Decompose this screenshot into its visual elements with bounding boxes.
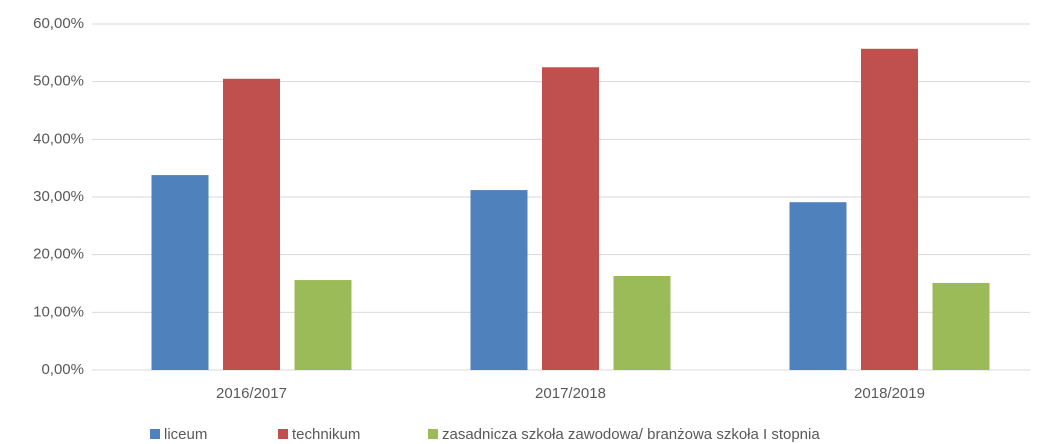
bar: [613, 276, 671, 370]
bar: [542, 67, 599, 370]
legend-label: liceum: [164, 426, 207, 443]
y-tick-label: 50,00%: [33, 73, 84, 90]
y-tick-label: 10,00%: [33, 303, 84, 320]
y-tick-label: 20,00%: [33, 246, 84, 263]
legend-swatch: [278, 429, 288, 439]
x-tick-label: 2018/2019: [854, 385, 925, 402]
legend-label: zasadnicza szkoła zawodowa/ branżowa szk…: [442, 426, 820, 443]
legend-label: technikum: [292, 426, 360, 443]
bar: [789, 202, 847, 370]
y-tick-label: 40,00%: [33, 130, 84, 147]
legend-swatch: [150, 429, 160, 439]
bar: [151, 175, 209, 370]
y-tick-label: 0,00%: [41, 361, 84, 378]
bar: [294, 280, 352, 370]
x-tick-label: 2017/2018: [535, 385, 606, 402]
bar: [861, 48, 918, 371]
x-tick-label: 2016/2017: [216, 385, 287, 402]
y-tick-label: 60,00%: [33, 15, 84, 32]
bar: [223, 78, 280, 371]
bar: [470, 190, 528, 370]
bar: [932, 282, 990, 370]
y-tick-label: 30,00%: [33, 188, 84, 205]
legend-swatch: [428, 429, 438, 439]
